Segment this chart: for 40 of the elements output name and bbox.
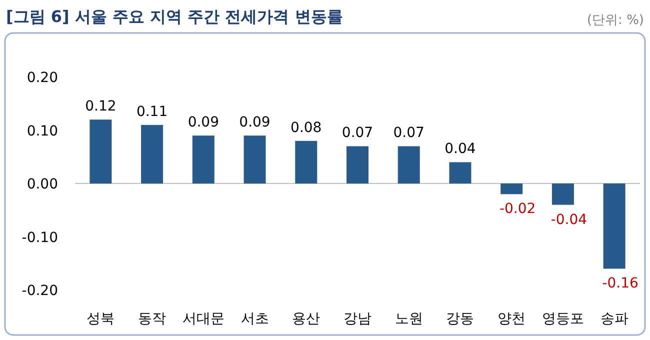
bar — [500, 184, 523, 194]
x-tick-label: 강남 — [344, 311, 372, 327]
bar — [346, 146, 368, 184]
x-tick-label: 송파 — [600, 311, 628, 327]
chart-title: [그림 6] 서울 주요 지역 주간 전세가격 변동률 — [6, 7, 343, 26]
x-tick-label: 용산 — [292, 311, 320, 327]
bar — [90, 120, 112, 184]
x-tick-label: 서초 — [240, 311, 269, 327]
bar — [552, 184, 574, 205]
bar — [141, 124, 164, 184]
y-tick-label: 0.10 — [26, 123, 58, 140]
x-tick-label: 영등포 — [542, 311, 584, 327]
data-label: 0.07 — [393, 125, 424, 142]
data-label: 0.07 — [342, 125, 374, 142]
x-tick-label: 서대문 — [182, 311, 224, 327]
y-tick-label: 0.00 — [26, 176, 58, 192]
data-label: 0.04 — [444, 141, 476, 158]
bar — [398, 146, 420, 184]
data-label: 0.08 — [290, 120, 322, 136]
bar — [244, 136, 266, 184]
data-label: -0.16 — [602, 276, 639, 292]
x-tick-label: 동작 — [138, 311, 166, 327]
data-label: -0.04 — [550, 212, 588, 228]
y-tick-label: -0.10 — [22, 230, 58, 246]
y-tick-label: 0.20 — [26, 70, 58, 86]
data-label: 0.12 — [85, 98, 116, 115]
bar — [449, 162, 472, 184]
text: (단위: %) — [586, 13, 644, 28]
data-label: 0.09 — [239, 114, 270, 131]
x-tick-label: 노원 — [394, 311, 423, 327]
bar — [295, 140, 318, 184]
data-label: 0.11 — [136, 104, 168, 120]
bar — [603, 184, 626, 269]
x-tick-label: 성북 — [86, 311, 115, 327]
x-tick-label: 양천 — [498, 311, 526, 327]
x-tick-label: 강동 — [446, 311, 474, 327]
data-label: -0.02 — [499, 201, 536, 218]
data-label: 0.09 — [188, 114, 219, 131]
y-tick-label: -0.20 — [22, 283, 58, 299]
bar — [192, 136, 214, 184]
